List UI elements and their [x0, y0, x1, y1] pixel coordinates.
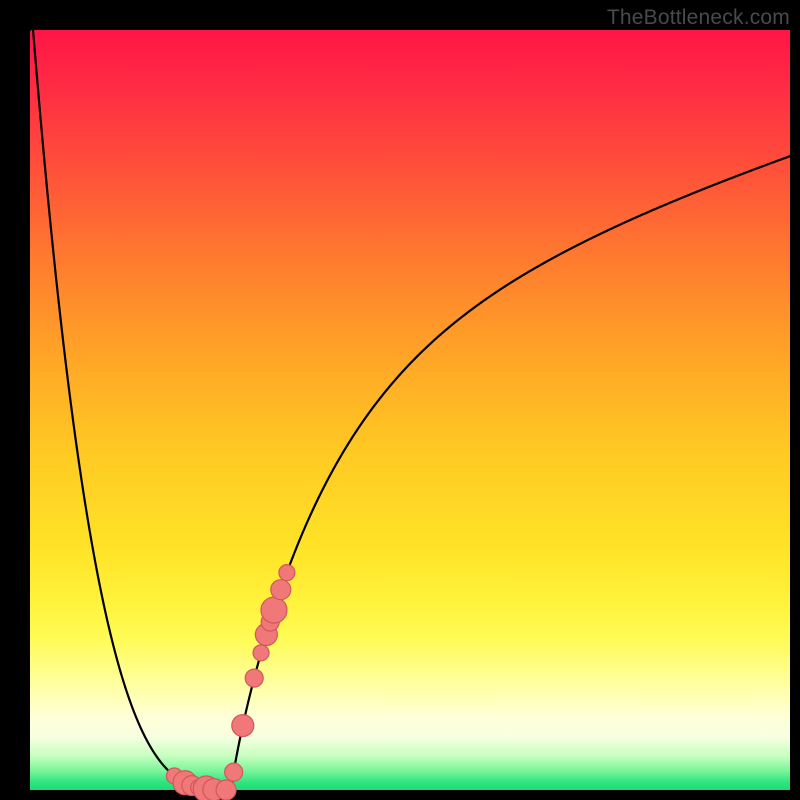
curve-marker: [232, 715, 254, 737]
curve-layer: [30, 30, 790, 790]
curve-marker: [279, 565, 295, 581]
chart-stage: TheBottleneck.com: [0, 0, 800, 800]
curve-marker: [225, 763, 243, 781]
curve-marker: [261, 597, 287, 623]
curve-markers-group: [166, 565, 294, 800]
curve-marker: [245, 669, 263, 687]
bottleneck-curve: [30, 0, 790, 790]
plot-area: [30, 30, 790, 790]
curve-marker: [271, 580, 291, 600]
watermark-text: TheBottleneck.com: [607, 6, 790, 30]
curve-marker: [216, 780, 236, 800]
curve-marker: [253, 645, 269, 661]
